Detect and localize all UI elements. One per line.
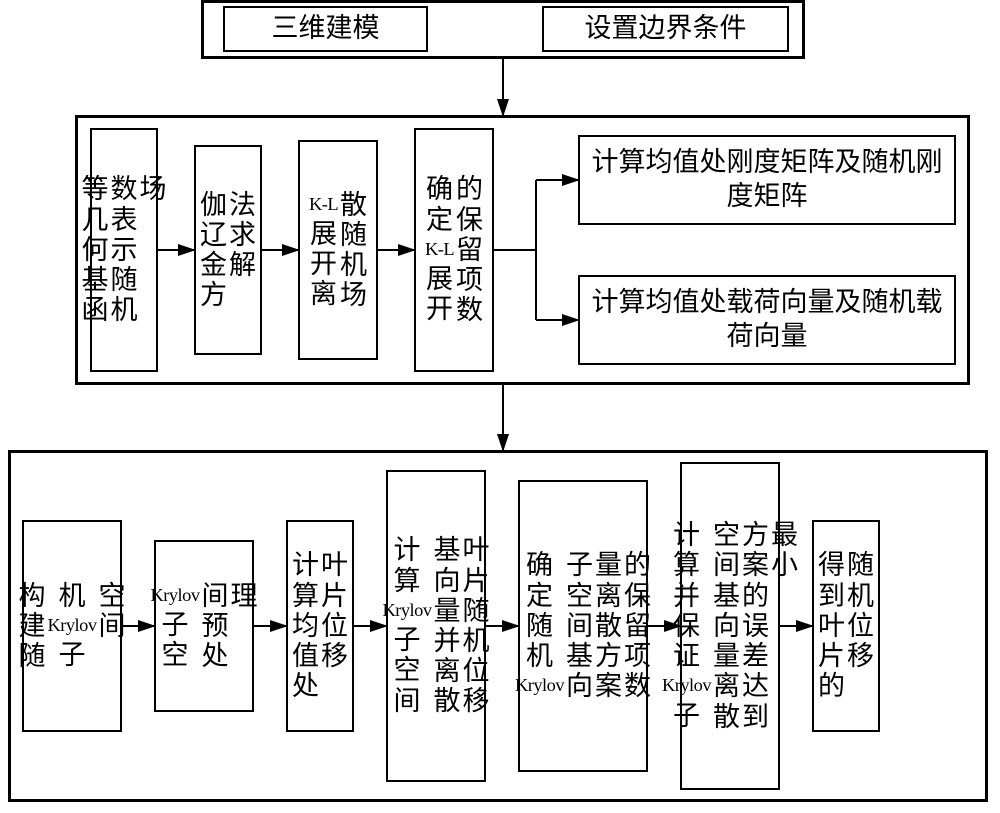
bot-box-mean-displacement: 计算均值处叶片位移: [286, 520, 354, 732]
top-box1-label: 三维建模: [272, 12, 380, 46]
mid-box-galerkin: 伽辽金方法求解: [194, 145, 262, 355]
bot-box-build-krylov: 构建随机Krylov子空间: [22, 520, 122, 732]
bot-box-krylov-preprocess: Krylov子空间预处理: [154, 540, 254, 712]
mid-box-kl-terms: 确定K-L展开的保留项数: [414, 128, 494, 372]
bot-box-min-error: 计算并保证Krylov子空间基向量离散方案的误差达到最小: [680, 462, 780, 790]
mid-box-kl-expand: K-L展开离散随机场: [298, 140, 378, 360]
mid-b5-label: 计算均值处刚度矩阵及随机刚度矩阵: [582, 146, 952, 214]
top-box-3d-modeling: 三维建模: [223, 6, 428, 52]
mid-box-load-vector: 计算均值处载荷向量及随机载荷向量: [578, 275, 956, 365]
bot-box-krylov-basis: 计算Krylov子空间基向量并离散叶片随机位移: [386, 470, 486, 782]
mid-box-isogeometric-random-field: 等几何基函数表示随机场: [90, 128, 158, 372]
diagram-canvas: 三维建模 设置边界条件 等几何基函数表示随机场 伽辽金方法求解 K-L展开离散随…: [0, 0, 1000, 813]
bot-box-retain-terms: 确定随机Krylov子空间基向量离散方案的保留项数: [518, 480, 648, 772]
mid-box-stiffness-matrix: 计算均值处刚度矩阵及随机刚度矩阵: [578, 135, 956, 225]
bot-box-result: 得到叶片的随机位移: [812, 520, 880, 732]
top-box2-label: 设置边界条件: [585, 12, 747, 46]
mid-b6-label: 计算均值处载荷向量及随机载荷向量: [582, 286, 952, 354]
top-box-boundary-conditions: 设置边界条件: [542, 6, 789, 52]
